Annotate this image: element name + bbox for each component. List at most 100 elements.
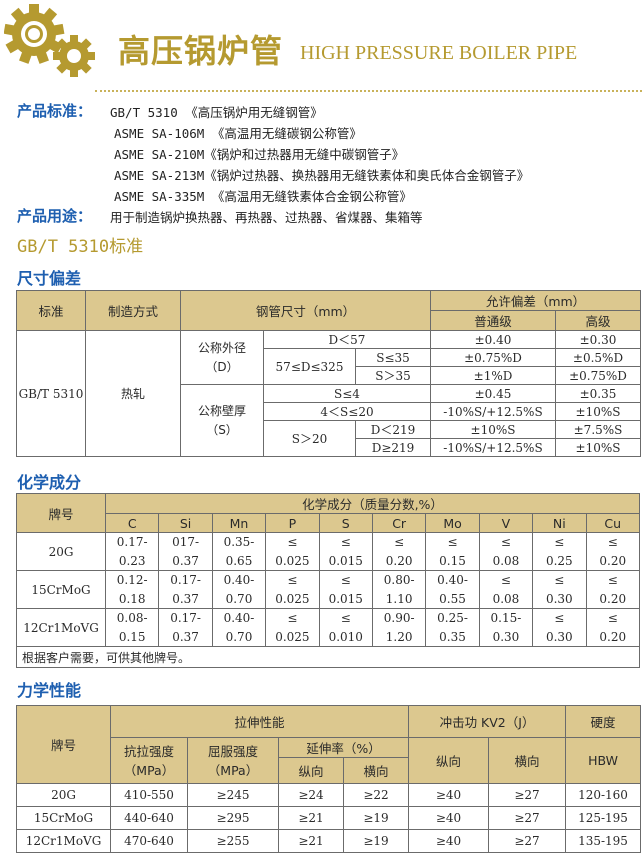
value-cell: 0.35: [425, 627, 480, 647]
value-cell: 0.23: [104, 551, 160, 571]
normal-cell: -10%S/+12.5%S: [430, 438, 556, 457]
header-impact-trans: 横向: [488, 737, 567, 784]
header-tensile-group: 拉伸性能: [109, 705, 410, 738]
value-cell: 1.20: [371, 627, 427, 647]
size-cell: S＞20: [263, 420, 356, 457]
standard-item: ASME SA-106M 《高温用无缝碳钢公称管》: [114, 126, 362, 141]
normal-cell: ±1%D: [430, 366, 556, 385]
value-cell: 0.25-: [425, 608, 480, 628]
high-cell: ±0.30: [554, 330, 642, 349]
table-row: 15CrMoG 0.12- 0.17- 0.40- ≤ ≤0.80- 0.40- ≤ ≤ ≤: [16, 570, 641, 609]
wt-cell: 公称壁厚 （S）: [180, 384, 264, 457]
value-cell: ≤: [318, 608, 373, 628]
grade-cell: 12Cr1MoVG: [16, 608, 106, 647]
grade-cell: 15CrMoG: [16, 806, 111, 830]
value-cell: 0.20: [585, 551, 641, 571]
yield-label: 屈服强度: [207, 743, 258, 759]
value-cell: ≥27: [488, 783, 567, 807]
header-elongation: 延伸率（%）: [277, 737, 410, 758]
header-element: C: [104, 513, 160, 533]
header-element: Cr: [371, 513, 427, 533]
size-sub-cell: S≤35: [355, 348, 431, 367]
value-cell: 125-195: [565, 806, 642, 830]
value-cell: ≥255: [187, 829, 279, 853]
normal-cell: -10%S/+12.5%S: [430, 402, 556, 421]
value-cell: ≤: [265, 570, 320, 590]
size-cell: D＜57: [263, 330, 431, 349]
value-cell: 1.10: [371, 589, 427, 609]
value-cell: 017-: [158, 532, 213, 552]
value-cell: 0.70: [211, 627, 267, 647]
value-cell: 440-640: [110, 806, 188, 830]
value-cell: 0.30: [532, 627, 587, 647]
table-row: 12Cr1MoVG 470-640 ≥255 ≥21 ≥19 ≥40 ≥27 135-195: [16, 829, 642, 853]
table-row: 12Cr1MoVG 0.08- 0.17- 0.40- ≤ ≤0.90- 0.25- 0.15…: [16, 608, 641, 647]
value-cell: ≥22: [342, 783, 410, 807]
value-cell: ≤: [478, 570, 534, 590]
grade-cell: 20G: [16, 532, 106, 571]
chemical-table: 牌号 化学成分（质量分数,%） C Si Mn P S Cr Mo V Ni Cu 20G 0.17…: [16, 493, 641, 668]
normal-cell: ±0.45: [430, 384, 556, 403]
size-cell: 57≤D≤325: [263, 348, 356, 385]
value-cell: 0.37: [158, 627, 213, 647]
value-cell: 0.15: [104, 627, 160, 647]
high-cell: ±7.5%S: [554, 420, 642, 439]
high-cell: ±0.5%D: [554, 348, 642, 367]
value-cell: 0.35-: [211, 532, 267, 552]
table-row: 15CrMoG 440-640 ≥295 ≥21 ≥19 ≥40 ≥27 125-195: [16, 806, 642, 830]
value-cell: ≤: [265, 532, 320, 552]
grade-cell: 12Cr1MoVG: [16, 829, 111, 853]
gears-icon: [4, 4, 95, 77]
header-element: Mo: [425, 513, 480, 533]
header-impact-group: 冲击功 KV2（J）: [408, 705, 567, 738]
value-cell: 0.20: [585, 589, 641, 609]
page-title-english: HIGH PRESSURE BOILER PIPE: [300, 42, 578, 64]
grade-cell: 20G: [16, 783, 111, 807]
value-cell: 0.15: [425, 551, 480, 571]
header-grade: 牌号: [16, 493, 106, 533]
header-grade: 牌号: [16, 705, 111, 784]
value-cell: 0.010: [318, 627, 373, 647]
header-element: Cu: [585, 513, 641, 533]
value-cell: 0.025: [265, 551, 320, 571]
value-cell: ≤: [585, 608, 641, 628]
header-yield: 屈服强度 （MPa）: [187, 737, 279, 784]
od-label: 公称外径: [197, 340, 246, 355]
value-cell: ≥19: [342, 806, 410, 830]
value-cell: 0.20: [371, 551, 427, 571]
method-cell: 热轧: [85, 330, 181, 457]
normal-cell: ±0.40: [430, 330, 556, 349]
value-cell: ≤: [585, 532, 641, 552]
value-cell: 0.025: [265, 627, 320, 647]
usage-text: 用于制造锅炉换热器、再热器、过热器、省煤器、集箱等: [110, 210, 423, 225]
value-cell: 0.18: [104, 589, 160, 609]
normal-cell: ±10%S: [430, 420, 556, 439]
wt-symbol: （S）: [206, 422, 238, 437]
value-cell: 0.80-: [371, 570, 427, 590]
header-normal: 普通级: [430, 310, 556, 331]
value-cell: 135-195: [565, 829, 642, 853]
header-size: 钢管尺寸（mm）: [180, 290, 431, 331]
value-cell: ≥21: [278, 829, 344, 853]
standard-title: GB/T 5310标准: [17, 237, 144, 257]
high-cell: ±0.75%D: [554, 366, 642, 385]
value-cell: 0.90-: [371, 608, 427, 628]
header-chemical-group: 化学成分（质量分数,%）: [105, 493, 640, 514]
header-standard: 标准: [16, 290, 86, 331]
high-cell: ±0.35: [554, 384, 642, 403]
header-hardness-group: 硬度: [565, 705, 642, 738]
size-cell: 4＜S≤20: [263, 402, 431, 421]
value-cell: ≤: [478, 532, 534, 552]
grade-cell: 15CrMoG: [16, 570, 106, 609]
note-cell: 根据客户需要，可供其他牌号。: [16, 646, 640, 668]
high-cell: ±10%S: [554, 402, 642, 421]
dimension-table: 标准 制造方式 钢管尺寸（mm） 允许偏差（mm） 普通级 高级 GB/T 53…: [16, 290, 642, 457]
value-cell: ≥40: [408, 783, 490, 807]
value-cell: ≥19: [342, 829, 410, 853]
table-row: 0.23 0.37 0.65 0.025 0.015 0.20 0.15 0.08 0.25 0.…: [17, 551, 641, 571]
standards-label: 产品标准：: [17, 102, 93, 120]
header-method: 制造方式: [85, 290, 181, 331]
value-cell: ≤: [318, 570, 373, 590]
value-cell: ≥40: [408, 806, 490, 830]
dotted-divider: [95, 90, 642, 92]
